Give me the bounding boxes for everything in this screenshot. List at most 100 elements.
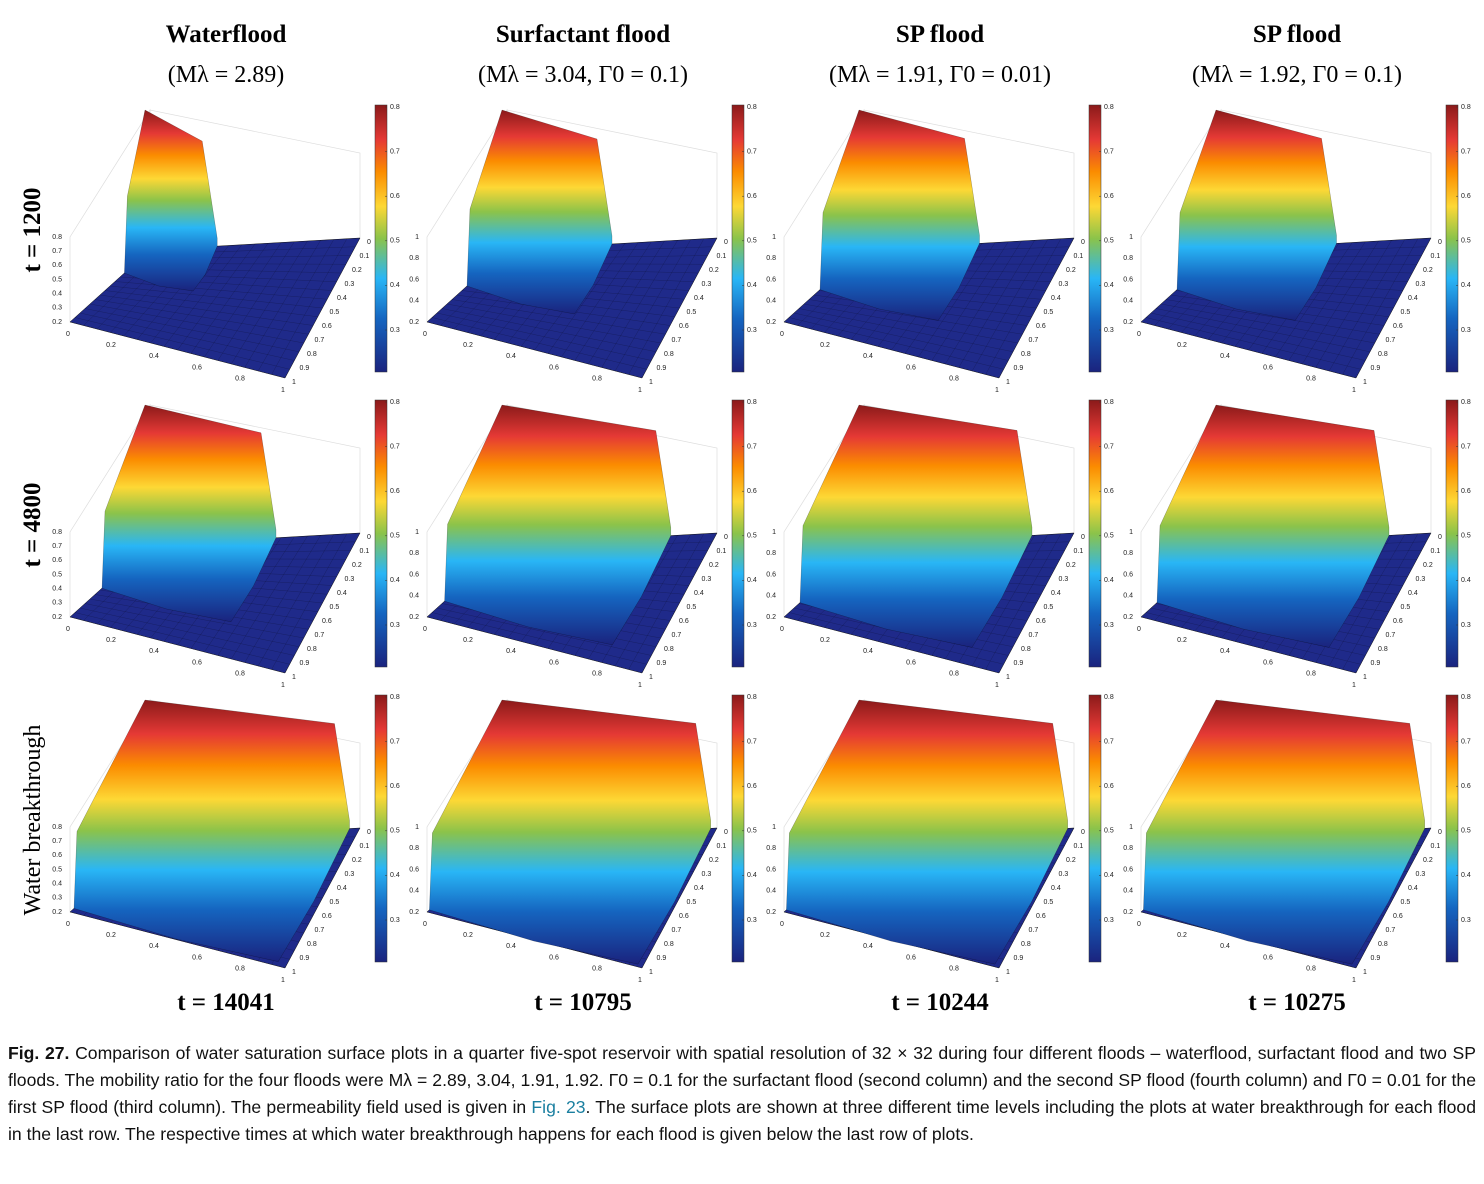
z-tick-label: 0.6 <box>409 571 419 578</box>
x-tick-label: 0.2 <box>106 932 116 939</box>
mesh-line <box>1328 534 1405 667</box>
z-tick-label: 0.8 <box>52 824 62 831</box>
mesh-line <box>547 243 626 354</box>
z-tick-label: 0.8 <box>409 845 419 852</box>
x-tick-label: 0.6 <box>1263 954 1273 961</box>
colorbar-tick-label: 0.8 <box>1461 694 1471 701</box>
y-tick-label: 0 <box>1438 829 1442 836</box>
colorbar-tick-label: 0.3 <box>1104 917 1114 924</box>
y-tick-label: 0.7 <box>315 632 325 639</box>
y-tick-label: 0.6 <box>1036 913 1046 920</box>
x-tick-label: 0.4 <box>506 648 516 655</box>
y-tick-label: 0.1 <box>360 548 370 555</box>
y-tick-label: 1 <box>649 379 653 386</box>
y-tick-label: 0.6 <box>1036 323 1046 330</box>
z-tick-label: 1 <box>772 529 776 536</box>
saturation-surface <box>73 699 350 962</box>
colorbar-tick-label: 0.6 <box>1461 193 1471 200</box>
colorbar-tick-label: 0.4 <box>747 577 757 584</box>
mesh-line <box>150 245 229 344</box>
y-tick-label: 0.3 <box>1416 281 1426 288</box>
y-tick-label: 0.7 <box>1386 927 1396 934</box>
colorbar-tick-label: 0.3 <box>1461 327 1471 334</box>
y-tick-label: 0.3 <box>1059 871 1069 878</box>
mesh-line <box>271 238 348 375</box>
y-tick-label: 1 <box>1006 969 1010 976</box>
column-title: SP flood <box>1253 21 1341 48</box>
y-tick-label: 0.7 <box>672 337 682 344</box>
y-tick-label: 0 <box>1081 534 1085 541</box>
z-tick-label: 0.2 <box>766 319 776 326</box>
y-tick-label: 0.2 <box>1066 857 1076 864</box>
z-tick-label: 1 <box>415 529 419 536</box>
y-tick-label: 0.3 <box>702 871 712 878</box>
mesh-line <box>1342 238 1419 375</box>
y-tick-label: 0.3 <box>345 871 355 878</box>
mesh-line <box>109 285 323 309</box>
colorbar-tick-label: 0.7 <box>1104 443 1114 450</box>
mesh-line <box>257 239 334 372</box>
colorbar-tick-label: 0.6 <box>1461 783 1471 790</box>
figure-caption: Fig. 27. Comparison of water saturation … <box>8 1040 1476 1148</box>
y-tick-label: 0.9 <box>657 955 667 962</box>
y-tick-label: 0.8 <box>1378 351 1388 358</box>
y-tick-label: 0.9 <box>300 955 310 962</box>
x-tick-label: 0.6 <box>1263 659 1273 666</box>
colorbar-tick-label: 0.8 <box>390 399 400 406</box>
y-tick-label: 0 <box>367 829 371 836</box>
colorbar-tick-label: 0.5 <box>1104 828 1114 835</box>
y-tick-label: 0.4 <box>337 885 347 892</box>
x-tick-label: 1 <box>638 682 642 689</box>
surface-plot: 0 0.2 0.4 0.6 0.8 1 0 0.1 0.2 0.3 0.4 0.5 0.6 0.7 0.8 0… <box>1123 104 1471 394</box>
colorbar-tick-label: 0.8 <box>747 104 757 111</box>
saturation-surface <box>1176 109 1337 321</box>
saturation-surface <box>799 404 1033 648</box>
y-tick-label: 0.7 <box>1029 632 1039 639</box>
y-tick-label: 0.8 <box>1021 646 1031 653</box>
z-tick-label: 1 <box>772 234 776 241</box>
x-tick-label: 0.2 <box>1177 637 1187 644</box>
mesh-line <box>808 299 1023 335</box>
colorbar-tick-label: 0.3 <box>747 622 757 629</box>
saturation-surface <box>124 109 218 292</box>
z-tick-label: 1 <box>415 234 419 241</box>
mesh-line <box>1145 317 1361 370</box>
x-tick-label: 0.4 <box>149 648 159 655</box>
y-tick-label: 0.6 <box>1393 323 1403 330</box>
mesh-line <box>104 290 318 317</box>
mesh-line <box>79 607 295 656</box>
y-tick-label: 0.9 <box>300 660 310 667</box>
x-tick-label: 0.4 <box>506 943 516 950</box>
mesh-line <box>436 607 652 656</box>
x-tick-label: 1 <box>281 682 285 689</box>
mesh-line <box>163 244 243 347</box>
x-tick-label: 0 <box>780 331 784 338</box>
x-tick-label: 1 <box>281 387 285 394</box>
colorbar-tick-label: 0.6 <box>390 783 400 790</box>
colorbar-tick-label: 0.7 <box>390 738 400 745</box>
mesh-line <box>441 308 657 352</box>
y-tick-label: 0.3 <box>702 281 712 288</box>
mesh-line <box>918 242 996 358</box>
x-tick-label: 0 <box>423 921 427 928</box>
y-tick-label: 0.5 <box>1401 899 1411 906</box>
y-tick-label: 0.4 <box>1408 295 1418 302</box>
colorbar-tick-label: 0.8 <box>747 399 757 406</box>
figure-link[interactable]: Fig. 23 <box>531 1097 586 1117</box>
x-tick-label: 0.8 <box>949 376 959 383</box>
y-tick-label: 0 <box>724 239 728 246</box>
y-tick-label: 0.4 <box>694 885 704 892</box>
saturation-surface <box>101 404 277 623</box>
mesh-line <box>271 533 348 670</box>
column-title: Waterflood <box>166 21 287 48</box>
y-tick-label: 0 <box>1081 829 1085 836</box>
z-tick-label: 1 <box>772 824 776 831</box>
y-tick-label: 0.8 <box>1021 351 1031 358</box>
y-tick-label: 0.7 <box>672 927 682 934</box>
y-tick-label: 0.8 <box>1378 941 1388 948</box>
z-tick-label: 0.6 <box>766 276 776 283</box>
z-tick-label: 0.6 <box>766 866 776 873</box>
x-tick-label: 1 <box>995 977 999 984</box>
x-tick-label: 0.2 <box>463 342 473 349</box>
colorbar-tick-label: 0.5 <box>747 828 757 835</box>
